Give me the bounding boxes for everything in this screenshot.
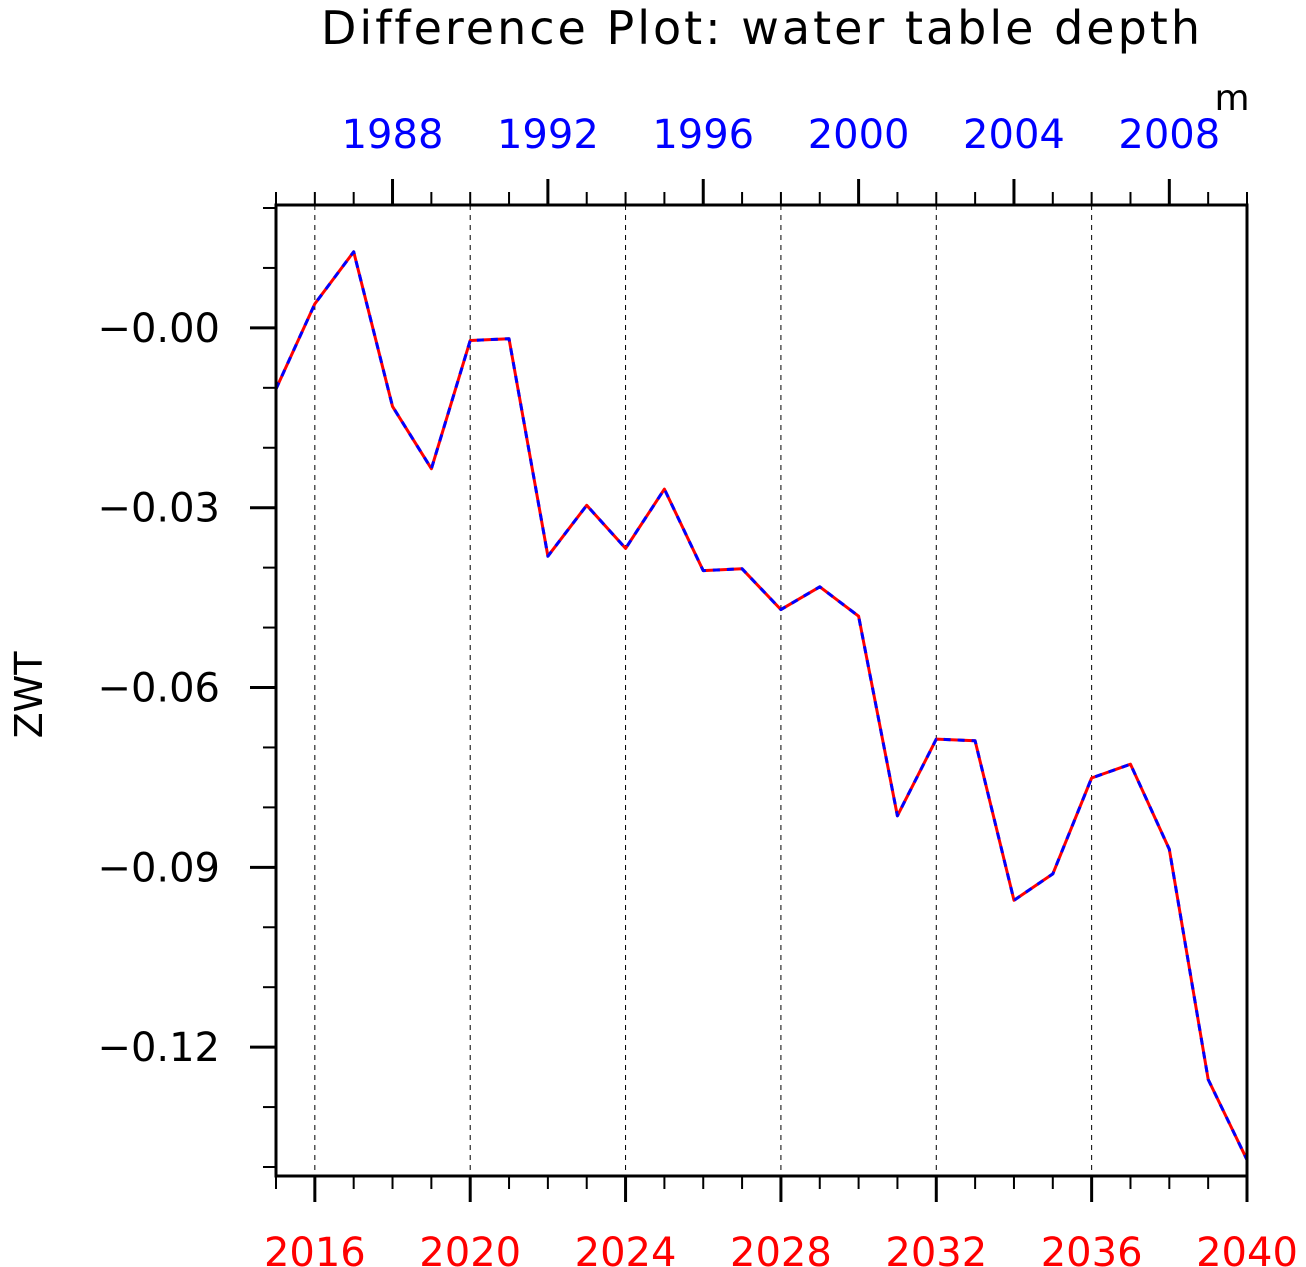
tick-labels: 2016 2020 2024 2028 2032 2036 2040 1988 1992 1996… <box>97 112 1297 1267</box>
x-top-tick-label: 1992 <box>497 112 599 158</box>
series-line <box>274 250 1249 1161</box>
y-tick-label: −0.03 <box>97 486 220 532</box>
x-bottom-tick-label: 2016 <box>264 1230 366 1267</box>
plot-frame <box>274 203 1249 1178</box>
x-bottom-tick-label: 2024 <box>575 1230 677 1267</box>
grid-lines <box>314 205 1093 1176</box>
x-top-tick-label: 2000 <box>808 112 910 158</box>
y-axis-label: ZWT <box>7 651 51 739</box>
x-bottom-tick-label: 2040 <box>1196 1230 1298 1267</box>
units-label: m <box>1214 78 1249 119</box>
x-top-tick-label: 1988 <box>342 112 444 158</box>
x-bottom-tick-label: 2020 <box>419 1230 521 1267</box>
x-top-tick-label: 2004 <box>963 112 1065 158</box>
x-bottom-tick-label: 2036 <box>1041 1230 1143 1267</box>
x-bottom-tick-label: 2032 <box>885 1230 987 1267</box>
x-top-tick-label: 1996 <box>652 112 754 158</box>
y-tick-label: −0.09 <box>97 845 220 891</box>
x-bottom-tick-label: 2028 <box>730 1230 832 1267</box>
y-tick-label: −0.06 <box>97 666 220 712</box>
series-lines <box>274 250 1249 1161</box>
y-tick-label: −0.00 <box>97 306 220 352</box>
axis-ticks <box>250 179 1249 1202</box>
x-top-tick-label: 2008 <box>1118 112 1220 158</box>
y-tick-label: −0.12 <box>97 1025 220 1071</box>
chart-title: Difference Plot: water table depth <box>321 1 1203 55</box>
series-line <box>274 250 1249 1161</box>
